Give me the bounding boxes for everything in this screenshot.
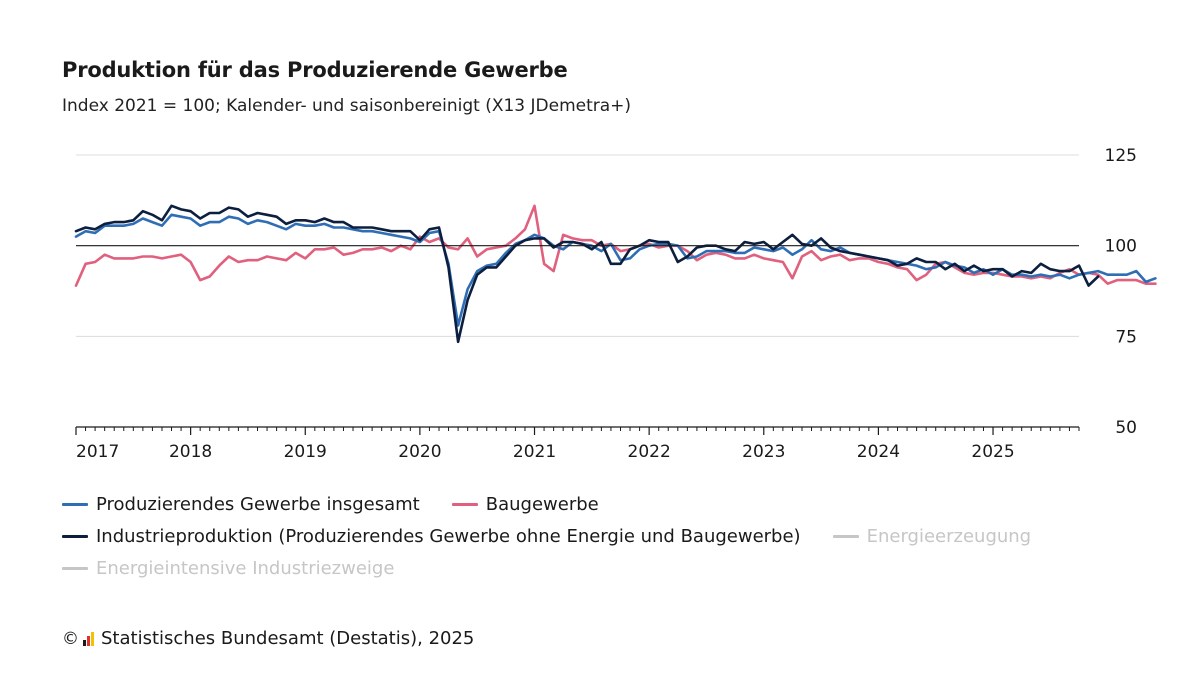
legend-swatch <box>832 534 859 538</box>
series-line-1 <box>74 204 1157 287</box>
y-tick-label: 125 <box>1105 146 1137 166</box>
x-tick-label: 2017 <box>76 442 119 462</box>
legend-swatch <box>62 502 88 506</box>
legend-item-energieintensive-industriezweige[interactable]: Energieintensive Industriezweige <box>62 558 394 579</box>
chart-subtitle: Index 2021 = 100; Kalender- und saisonbe… <box>62 96 632 116</box>
x-tick-label: 2020 <box>398 442 441 462</box>
x-tick-label: 2019 <box>284 442 327 462</box>
legend-row: Energieintensive Industriezweige <box>62 552 1142 584</box>
x-tick-label: 2025 <box>971 442 1014 462</box>
source-footer: © Statistisches Bundesamt (Destatis), 20… <box>62 628 474 649</box>
source-text: Statistisches Bundesamt (Destatis), 2025 <box>101 628 475 649</box>
x-tick-label: 2023 <box>742 442 785 462</box>
legend-label: Baugewerbe <box>485 493 599 515</box>
legend-item-industrieproduktion[interactable]: Industrieproduktion (Produzierendes Gewe… <box>62 526 801 547</box>
y-tick-label: 100 <box>1105 237 1137 257</box>
legend-label: Energieerzeugung <box>866 525 1032 547</box>
legend-swatch <box>451 502 478 506</box>
legend-swatch <box>62 566 88 570</box>
x-tick-label: 2022 <box>628 442 671 462</box>
legend-swatch <box>62 534 88 538</box>
legend-row: Produzierendes Gewerbe insgesamt Baugewe… <box>62 488 1142 520</box>
x-tick-label: 2018 <box>169 442 212 462</box>
legend-label: Produzierendes Gewerbe insgesamt <box>96 493 420 515</box>
legend-item-produzierendes-gewerbe[interactable]: Produzierendes Gewerbe insgesamt <box>62 494 420 515</box>
legend: Produzierendes Gewerbe insgesamt Baugewe… <box>62 488 1142 584</box>
legend-item-baugewerbe[interactable]: Baugewerbe <box>451 493 599 515</box>
legend-item-energieerzeugung[interactable]: Energieerzeugung <box>832 525 1032 547</box>
series-line-2 <box>74 204 1100 344</box>
destatis-logo-icon <box>83 631 95 646</box>
line-chart: 50 75 100 125 2017 2018 2019 2020 2021 2022 2023 20… <box>74 146 1157 462</box>
y-tick-label: 75 <box>1115 327 1137 347</box>
x-tick-label: 2024 <box>857 442 900 462</box>
y-tick-label: 50 <box>1115 418 1137 438</box>
chart-title: Produktion für das Produzierende Gewerbe <box>62 58 568 82</box>
x-tick-label: 2021 <box>513 442 556 462</box>
copyright-symbol: © <box>62 628 79 649</box>
series-line-0 <box>74 213 1157 327</box>
legend-label: Energieintensive Industriezweige <box>96 557 395 579</box>
legend-row: Industrieproduktion (Produzierendes Gewe… <box>62 520 1142 552</box>
legend-label: Industrieproduktion (Produzierendes Gewe… <box>96 525 801 547</box>
